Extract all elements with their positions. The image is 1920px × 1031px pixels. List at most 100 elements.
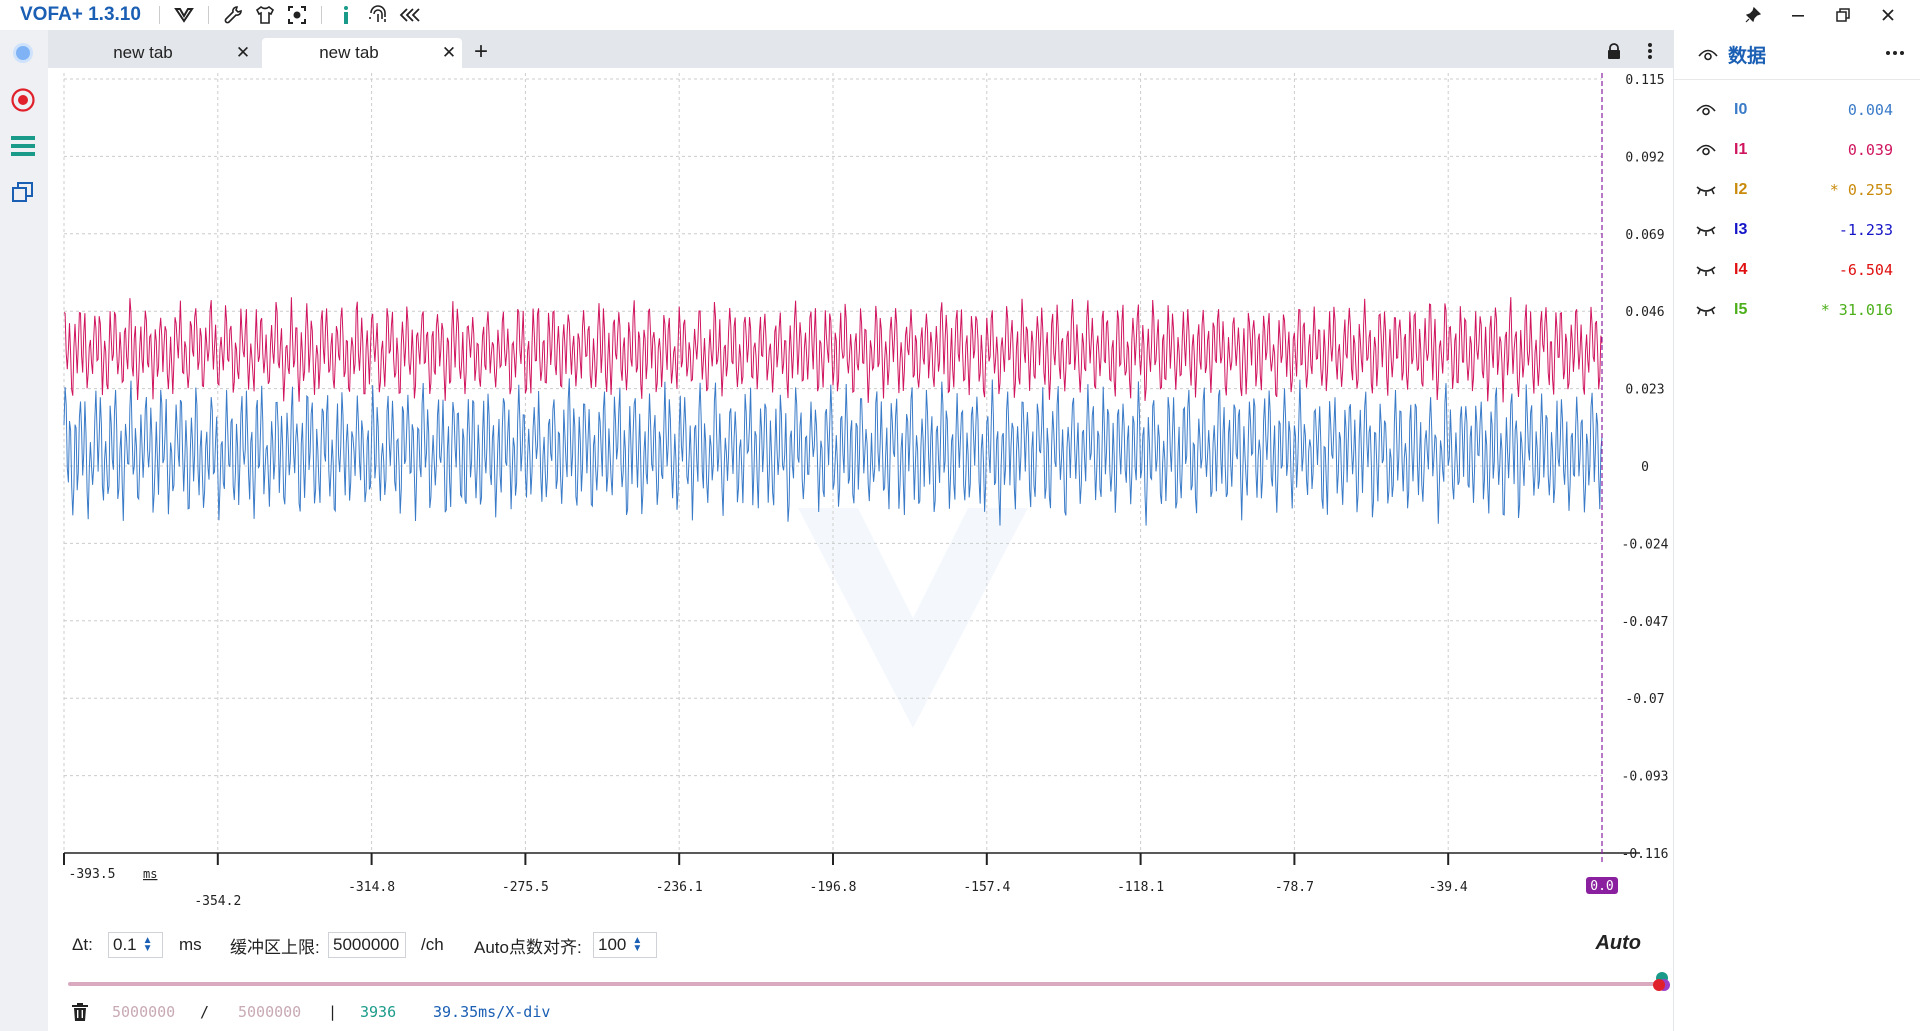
more-horizontal-icon[interactable] bbox=[1885, 43, 1905, 61]
add-tab-button[interactable]: + bbox=[473, 38, 488, 65]
channel-name: I1 bbox=[1734, 141, 1748, 158]
buffer-limit-unit: /ch bbox=[421, 935, 444, 954]
eye-icon[interactable] bbox=[1696, 103, 1720, 117]
buffer-limit-label: 缓冲区上限: bbox=[230, 937, 320, 957]
y-tick-label: 0.092 bbox=[1625, 150, 1664, 165]
channel-row-i2[interactable]: I2 * 0.255 bbox=[1674, 170, 1920, 210]
pin-icon[interactable] bbox=[1730, 0, 1775, 30]
left-sidebar bbox=[0, 30, 48, 1031]
channel-name: I3 bbox=[1734, 221, 1748, 238]
connection-status-icon[interactable] bbox=[8, 38, 38, 68]
tab-bar: new tab ✕ new tab ✕ + bbox=[48, 30, 1673, 68]
eye-closed-icon[interactable] bbox=[1696, 224, 1720, 236]
channel-row-i5[interactable]: I5 * 31.016 bbox=[1674, 290, 1920, 330]
plot-canvas[interactable]: 0.115 0.092 0.069 0.046 0.023 0 -0.024 -0.047 -0… bbox=[48, 68, 1673, 920]
dt-spinner-icon[interactable]: ▲ ▼ bbox=[142, 935, 153, 954]
data-panel: 数据 I0 0.004 I1 0.039 I2 * 0.255 I3 -1.233 I4 -6.5… bbox=[1673, 30, 1920, 1031]
minimize-button[interactable] bbox=[1775, 0, 1820, 30]
auto-button[interactable]: Auto bbox=[1595, 932, 1641, 954]
x-tick-label: -275.5 bbox=[502, 880, 549, 895]
x-tick-label: -236.1 bbox=[656, 880, 703, 895]
x-tick-label: -39.4 bbox=[1429, 880, 1468, 895]
dt-unit: ms bbox=[179, 935, 202, 954]
x-tick-label: -314.8 bbox=[348, 880, 395, 895]
series-i0-trace bbox=[63, 378, 1603, 526]
record-icon[interactable] bbox=[8, 85, 38, 115]
channel-row-i0[interactable]: I0 0.004 bbox=[1674, 90, 1920, 130]
vofa-logo-icon[interactable] bbox=[168, 0, 200, 30]
buffer-used: 5000000 bbox=[112, 1002, 176, 1021]
restore-button[interactable] bbox=[1820, 0, 1865, 30]
auto-align-value: 100 bbox=[598, 935, 627, 954]
channel-value: * 0.255 bbox=[1829, 181, 1893, 199]
windows-icon[interactable] bbox=[8, 177, 38, 207]
close-tab-icon[interactable]: ✕ bbox=[235, 43, 251, 62]
channel-row-i4[interactable]: I4 -6.504 bbox=[1674, 250, 1920, 290]
channel-value: -1.233 bbox=[1838, 221, 1893, 239]
x-tick-label: -393.5 bbox=[69, 867, 116, 882]
status-bar: 5000000 / 5000000 | 3936 39.35ms/X-div bbox=[48, 992, 1673, 1031]
channel-row-i3[interactable]: I3 -1.233 bbox=[1674, 210, 1920, 250]
toolbar-divider bbox=[158, 6, 160, 24]
close-tab-icon[interactable]: ✕ bbox=[441, 43, 457, 62]
wrench-icon[interactable] bbox=[217, 0, 249, 30]
slider-track[interactable] bbox=[68, 982, 1659, 986]
channel-value: 0.004 bbox=[1847, 101, 1893, 119]
y-tick-label: 0.069 bbox=[1625, 228, 1664, 243]
time-cursor-label: 0.0 bbox=[1590, 879, 1613, 894]
screenshot-icon[interactable] bbox=[281, 0, 313, 30]
x-tick-label: -354.2 bbox=[194, 894, 241, 909]
trash-icon[interactable] bbox=[72, 992, 88, 1031]
slider-knob-red[interactable] bbox=[1653, 979, 1665, 991]
channel-value: 0.039 bbox=[1847, 141, 1893, 159]
channel-value: -6.504 bbox=[1838, 261, 1893, 279]
y-tick-label: -0.116 bbox=[1622, 847, 1669, 862]
point-count: 3936 bbox=[360, 1002, 397, 1021]
fingerprint-icon[interactable] bbox=[362, 0, 394, 30]
y-tick-label: -0.047 bbox=[1622, 615, 1669, 630]
y-tick-label: -0.07 bbox=[1625, 692, 1664, 707]
eye-closed-icon[interactable] bbox=[1696, 184, 1720, 196]
vofa-watermark-logo bbox=[798, 508, 1028, 728]
eye-icon[interactable] bbox=[1696, 143, 1720, 157]
app-title: VOFA+ 1.3.10 bbox=[20, 4, 141, 25]
controls-bar: Δt: 0.1 ▲ ▼ ms 缓冲区上限: 5000000 /ch Auto点数对… bbox=[48, 920, 1673, 970]
series-i1-trace bbox=[63, 297, 1603, 403]
status-separator: | bbox=[328, 1002, 338, 1021]
channel-row-i1[interactable]: I1 0.039 bbox=[1674, 130, 1920, 170]
time-per-div: 39.35ms/X-div bbox=[433, 1002, 551, 1021]
toolbar-divider bbox=[207, 6, 209, 24]
buffer-total: 5000000 bbox=[238, 1002, 302, 1021]
y-tick-label: -0.093 bbox=[1622, 770, 1669, 785]
tab-label: new tab bbox=[319, 43, 379, 62]
eye-closed-icon[interactable] bbox=[1696, 304, 1720, 316]
auto-align-spinner-icon[interactable]: ▲ ▼ bbox=[632, 935, 643, 954]
info-icon[interactable] bbox=[330, 0, 362, 30]
more-vertical-icon[interactable] bbox=[1647, 42, 1653, 65]
waveform-plot[interactable]: 0.115 0.092 0.069 0.046 0.023 0 -0.024 -0.047 -0… bbox=[48, 68, 1673, 920]
auto-align-input[interactable]: 100 ▲ ▼ bbox=[593, 932, 657, 958]
x-tick-label: -78.7 bbox=[1275, 880, 1314, 895]
eye-closed-icon[interactable] bbox=[1696, 264, 1720, 276]
title-bar: VOFA+ 1.3.10 bbox=[0, 0, 1920, 30]
y-tick-label: 0.115 bbox=[1625, 73, 1664, 88]
tshirt-icon[interactable] bbox=[249, 0, 281, 30]
window-controls bbox=[1730, 0, 1910, 30]
menu-list-icon[interactable] bbox=[8, 131, 38, 161]
x-tick-label: -196.8 bbox=[810, 880, 857, 895]
buffer-divider: / bbox=[200, 1002, 210, 1021]
eye-icon[interactable] bbox=[1698, 48, 1718, 62]
timeline-slider[interactable] bbox=[48, 970, 1673, 992]
buffer-limit-input[interactable]: 5000000 bbox=[328, 932, 406, 958]
channel-name: I2 bbox=[1734, 181, 1748, 198]
dt-input[interactable]: 0.1 ▲ ▼ bbox=[108, 932, 163, 958]
tab-new-tab-2[interactable]: new tab ✕ bbox=[262, 38, 462, 68]
close-window-button[interactable] bbox=[1865, 0, 1910, 30]
x-tick-label: -157.4 bbox=[963, 880, 1010, 895]
channel-value: * 31.016 bbox=[1820, 301, 1893, 319]
lock-icon[interactable] bbox=[1607, 43, 1621, 64]
collapse-left-icon[interactable] bbox=[394, 0, 426, 30]
y-tick-label: 0.023 bbox=[1625, 383, 1664, 398]
tab-new-tab-1[interactable]: new tab ✕ bbox=[56, 38, 256, 68]
